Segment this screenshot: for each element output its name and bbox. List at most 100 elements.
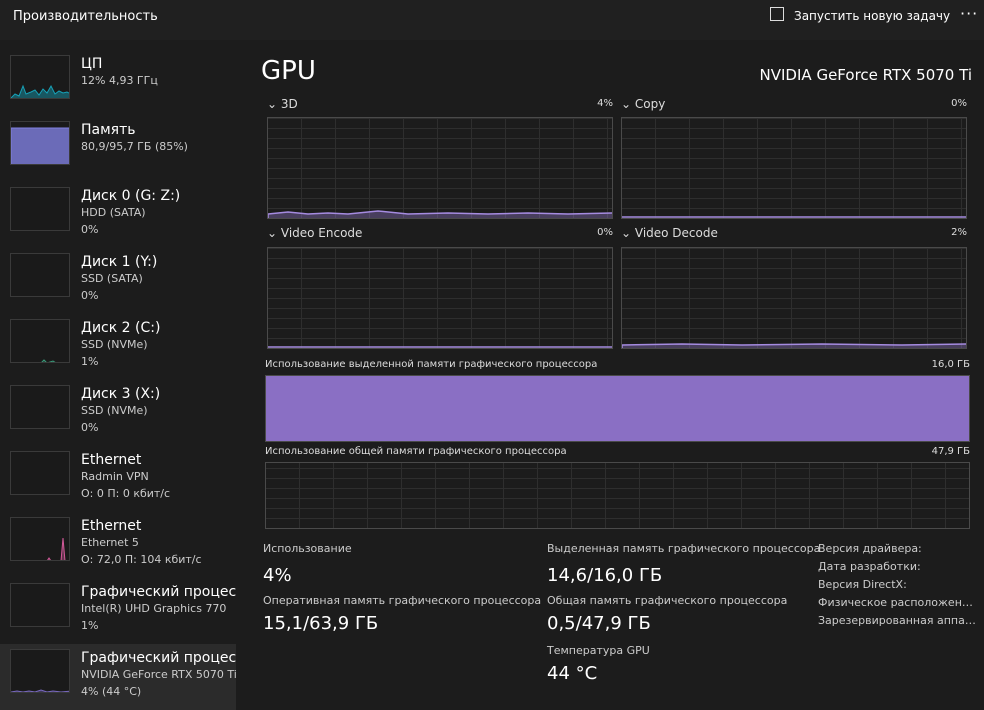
memory-graph [265, 375, 970, 442]
item-detail: 12% 4,93 ГГц [81, 74, 158, 87]
item-name: Диск 1 (Y:) [81, 254, 158, 270]
item-name: Ethernet [81, 452, 142, 468]
thumbnail [10, 517, 70, 561]
engine-graph [267, 247, 613, 349]
more-button[interactable]: ··· [960, 4, 979, 23]
sparkline [11, 127, 69, 164]
engine-label: ⌄ Video Decode [621, 226, 718, 240]
detail-label: Версия драйвера: [818, 542, 922, 555]
item-detail: 4% (44 °C) [81, 685, 142, 698]
sidebar-item[interactable]: Память 80,9/95,7 ГБ (85%) [0, 116, 236, 180]
sidebar-item[interactable]: Диск 0 (G: Z:) HDD (SATA) 0% [0, 182, 236, 246]
engine-label: ⌄ Copy [621, 97, 666, 111]
item-name: Диск 2 (C:) [81, 320, 161, 336]
memory-label: Использование выделенной памяти графичес… [265, 359, 598, 370]
sparkline [11, 386, 70, 429]
item-name: Диск 0 (G: Z:) [81, 188, 181, 204]
sidebar-item[interactable]: Диск 1 (Y:) SSD (SATA) 0% [0, 248, 236, 312]
stat-label: Использование [263, 542, 352, 555]
thumbnail [10, 583, 70, 627]
stat-value: 14,6/16,0 ГБ [547, 565, 663, 586]
memory-max: 16,0 ГБ [931, 359, 970, 370]
engine-graph [267, 117, 613, 219]
item-name: Ethernet [81, 518, 142, 534]
item-detail: 0% [81, 421, 99, 434]
item-name: Графический процессо [81, 584, 236, 600]
gpu-model: NVIDIA GeForce RTX 5070 Ti [759, 66, 972, 84]
item-name: Графический процессо [81, 650, 236, 666]
stat-value: 4% [263, 565, 292, 586]
graph-line [268, 210, 612, 218]
engine-value: 2% [951, 227, 967, 238]
thumbnail [10, 385, 70, 429]
detail-label: Физическое расположен… [818, 596, 973, 609]
stat-label: Оперативная память графического процессо… [263, 594, 542, 607]
item-detail: Radmin VPN [81, 470, 149, 483]
thumbnail [10, 187, 70, 231]
sparkline [11, 84, 69, 98]
item-name: Диск 3 (X:) [81, 386, 161, 402]
sidebar-item[interactable]: Диск 2 (C:) SSD (NVMe) 1% [0, 314, 236, 378]
engine-label: ⌄ Video Encode [267, 226, 363, 240]
item-name: ЦП [81, 56, 103, 72]
item-detail: NVIDIA GeForce RTX 5070 Ti [81, 668, 236, 681]
stat-label: Выделенная память графического процессор… [547, 542, 821, 555]
graph-line [622, 343, 966, 348]
sidebar-item[interactable]: Ethernet Radmin VPN О: 0 П: 0 кбит/с [0, 446, 236, 510]
item-name: Память [81, 122, 136, 138]
sparkline [11, 689, 69, 692]
item-detail: 0% [81, 289, 99, 302]
sparkline [47, 537, 66, 560]
stat-label: Общая память графического процессора [547, 594, 788, 607]
graph-line [268, 346, 612, 348]
page-title: Производительность [13, 9, 158, 24]
item-detail: О: 72,0 П: 104 кбит/с [81, 553, 202, 566]
sparkline [11, 584, 70, 627]
sidebar-item[interactable]: Диск 3 (X:) SSD (NVMe) 0% [0, 380, 236, 444]
memory-label: Использование общей памяти графического … [265, 446, 567, 457]
engine-label: ⌄ 3D [267, 97, 298, 111]
item-detail: 1% [81, 355, 99, 368]
stat-value: 44 °C [547, 663, 598, 684]
detail-label: Зарезервированная аппа… [818, 614, 976, 627]
sparkline [11, 254, 70, 297]
header: Производительность Запустить новую задач… [0, 0, 984, 40]
stat-value: 15,1/63,9 ГБ [263, 613, 379, 634]
sidebar-item[interactable]: Ethernet Ethernet 5 О: 72,0 П: 104 кбит/с [0, 512, 236, 576]
item-detail: 80,9/95,7 ГБ (85%) [81, 140, 188, 153]
stat-value: 0,5/47,9 ГБ [547, 613, 651, 634]
thumbnail [10, 649, 70, 693]
engine-value: 0% [597, 227, 613, 238]
item-detail: О: 0 П: 0 кбит/с [81, 487, 171, 500]
thumbnail [10, 319, 70, 363]
item-detail: 1% [81, 619, 99, 632]
thumbnail [10, 253, 70, 297]
sidebar-item[interactable]: Графический процессо NVIDIA GeForce RTX 5… [0, 644, 236, 710]
engine-graph [621, 117, 967, 219]
memory-max: 47,9 ГБ [931, 446, 970, 457]
graph-line [622, 216, 966, 218]
item-detail: HDD (SATA) [81, 206, 146, 219]
sparkline [11, 452, 70, 495]
new-task-button[interactable]: Запустить новую задачу [794, 9, 951, 23]
item-detail: Ethernet 5 [81, 536, 139, 549]
sidebar-item[interactable]: Графический процессо Intel(R) UHD Graphic… [0, 578, 236, 642]
item-detail: SSD (NVMe) [81, 404, 148, 417]
sidebar-item[interactable]: ЦП 12% 4,93 ГГц [0, 50, 236, 114]
stat-label: Температура GPU [547, 644, 650, 657]
gpu-title: GPU [261, 56, 316, 86]
new-task-icon[interactable] [770, 7, 784, 21]
item-detail: 0% [81, 223, 99, 236]
engine-value: 4% [597, 98, 613, 109]
detail-label: Дата разработки: [818, 560, 921, 573]
thumbnail [10, 121, 70, 165]
sparkline [11, 188, 70, 231]
detail-label: Версия DirectX: [818, 578, 907, 591]
memory-graph [265, 462, 970, 529]
item-detail: Intel(R) UHD Graphics 770 [81, 602, 227, 615]
engine-value: 0% [951, 98, 967, 109]
item-detail: SSD (SATA) [81, 272, 143, 285]
engine-graph [621, 247, 967, 349]
sparkline [41, 359, 56, 362]
